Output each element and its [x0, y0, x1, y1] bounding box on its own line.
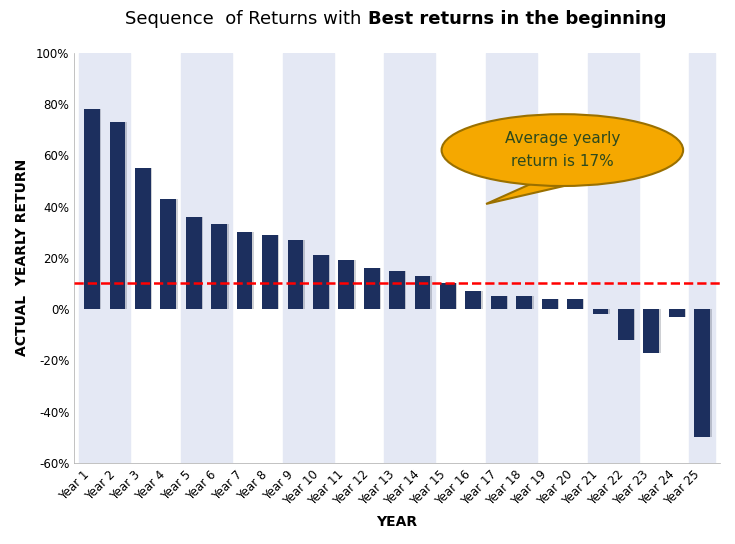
- Bar: [492, 296, 508, 309]
- Bar: [491, 296, 506, 309]
- Bar: [237, 232, 252, 309]
- Bar: [618, 309, 634, 340]
- Bar: [695, 309, 710, 437]
- Bar: [569, 299, 584, 309]
- Bar: [669, 309, 685, 317]
- Bar: [85, 109, 101, 309]
- Ellipse shape: [442, 114, 683, 186]
- Bar: [162, 199, 178, 309]
- Bar: [542, 299, 558, 309]
- Bar: [110, 122, 125, 309]
- Bar: [186, 217, 201, 309]
- Bar: [391, 270, 406, 309]
- Bar: [543, 299, 559, 309]
- Polygon shape: [486, 183, 575, 204]
- Bar: [187, 217, 203, 309]
- Bar: [289, 240, 305, 309]
- Bar: [588, 53, 639, 463]
- Bar: [84, 109, 100, 309]
- Bar: [181, 53, 232, 463]
- Bar: [689, 53, 715, 463]
- Bar: [594, 309, 610, 314]
- Bar: [287, 240, 304, 309]
- Bar: [645, 309, 661, 353]
- Bar: [390, 270, 405, 309]
- Bar: [283, 53, 334, 463]
- Bar: [643, 309, 659, 353]
- Bar: [238, 232, 254, 309]
- Bar: [567, 299, 583, 309]
- Bar: [592, 309, 609, 314]
- X-axis label: YEAR: YEAR: [376, 515, 417, 529]
- Bar: [415, 276, 431, 309]
- Bar: [111, 122, 127, 309]
- Bar: [340, 261, 356, 309]
- Bar: [160, 199, 176, 309]
- Text: Sequence  of Returns with: Sequence of Returns with: [126, 10, 368, 28]
- Bar: [262, 234, 278, 309]
- Bar: [338, 261, 354, 309]
- Bar: [135, 168, 151, 309]
- Bar: [212, 225, 229, 309]
- Bar: [620, 309, 635, 340]
- Bar: [137, 168, 152, 309]
- Bar: [465, 291, 481, 309]
- Bar: [79, 53, 130, 463]
- Bar: [670, 309, 686, 317]
- Bar: [517, 296, 532, 309]
- Bar: [315, 255, 330, 309]
- Text: Best returns in the beginning: Best returns in the beginning: [368, 10, 666, 28]
- Bar: [365, 268, 381, 309]
- Y-axis label: ACTUAL  YEARLY RETURN: ACTUAL YEARLY RETURN: [15, 159, 29, 356]
- Bar: [364, 268, 379, 309]
- Bar: [696, 309, 711, 437]
- Bar: [313, 255, 329, 309]
- Bar: [518, 296, 534, 309]
- Bar: [440, 283, 456, 309]
- Bar: [384, 53, 435, 463]
- Bar: [442, 283, 457, 309]
- Text: Average yearly
return is 17%: Average yearly return is 17%: [505, 132, 620, 169]
- Bar: [211, 225, 227, 309]
- Bar: [486, 53, 537, 463]
- Bar: [467, 291, 483, 309]
- Bar: [264, 234, 279, 309]
- Bar: [416, 276, 432, 309]
